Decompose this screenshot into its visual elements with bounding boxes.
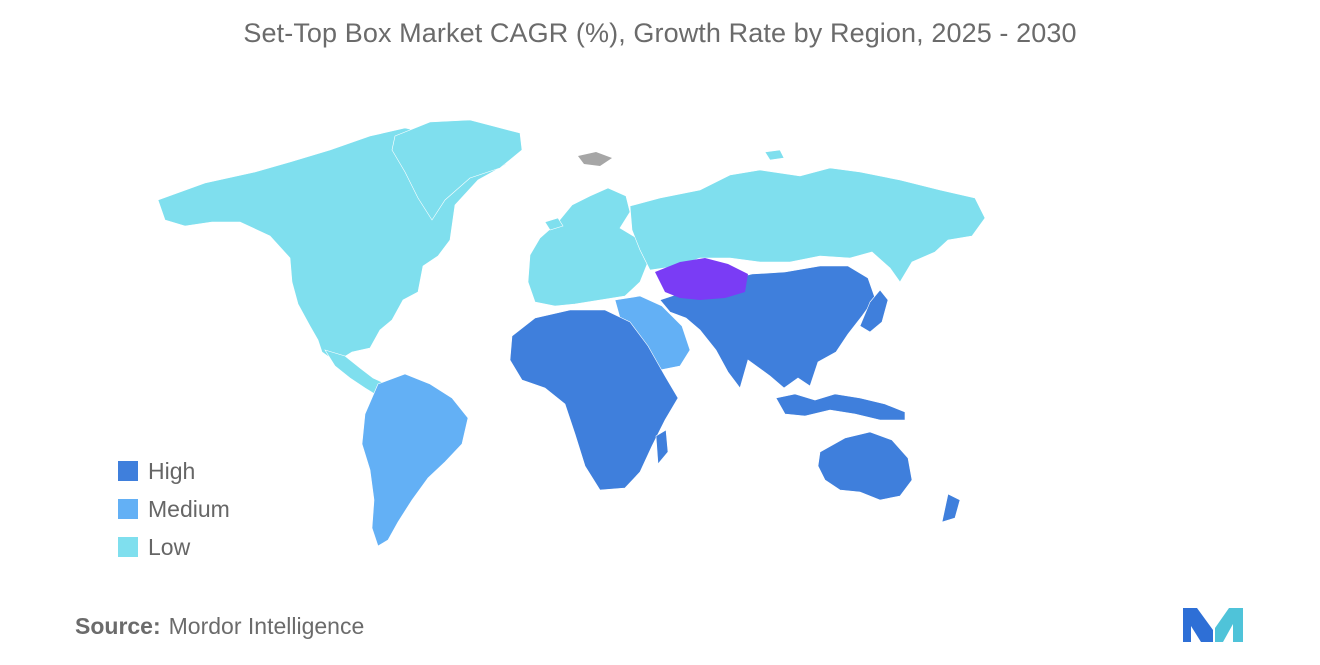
legend: High Medium Low bbox=[118, 452, 230, 566]
legend-label-medium: Medium bbox=[148, 495, 230, 522]
region-russia bbox=[629, 167, 986, 283]
region-madagascar bbox=[655, 429, 669, 465]
region-se-asia-islands bbox=[775, 393, 906, 421]
region-japan bbox=[859, 289, 889, 333]
legend-swatch-low bbox=[118, 537, 138, 557]
legend-label-low: Low bbox=[148, 533, 191, 560]
legend-swatch-high bbox=[118, 461, 138, 481]
legend-label-high: High bbox=[148, 457, 196, 484]
region-new-zealand bbox=[941, 493, 961, 523]
legend-item-medium: Medium bbox=[118, 490, 230, 528]
legend-item-high: High bbox=[118, 452, 230, 490]
region-no-data bbox=[578, 152, 612, 166]
mordor-logo-icon bbox=[1183, 608, 1243, 642]
source-label: Source: bbox=[75, 613, 161, 639]
chart-title: Set-Top Box Market CAGR (%), Growth Rate… bbox=[243, 18, 1077, 48]
source-line: Source: Mordor Intelligence bbox=[75, 613, 364, 640]
region-iceland bbox=[544, 217, 564, 231]
region-kazakhstan bbox=[655, 258, 748, 300]
region-greenland bbox=[391, 119, 523, 221]
legend-swatch-medium bbox=[118, 499, 138, 519]
region-arctic-islands bbox=[764, 149, 785, 161]
legend-item-low: Low bbox=[118, 528, 230, 566]
source-value: Mordor Intelligence bbox=[168, 613, 365, 639]
region-africa bbox=[509, 309, 679, 491]
region-australia bbox=[817, 431, 913, 501]
region-south-america bbox=[361, 373, 469, 547]
